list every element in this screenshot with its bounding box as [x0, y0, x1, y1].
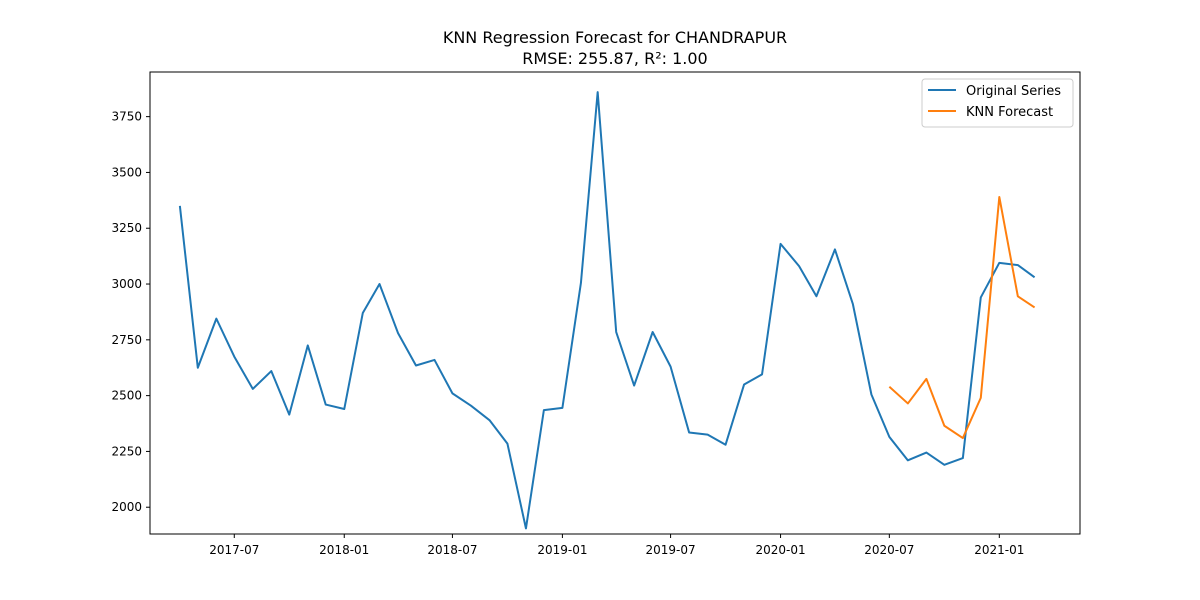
plot-area — [149, 71, 1081, 535]
y-tick-label: 2250 — [111, 444, 142, 458]
y-tick-label: 2000 — [111, 500, 142, 514]
y-tick-label: 2500 — [111, 389, 142, 403]
legend: Original Series KNN Forecast — [921, 78, 1074, 128]
series-original-series — [178, 91, 1036, 530]
legend-label-knn-forecast: KNN Forecast — [966, 105, 1053, 120]
x-tick-label: 2019-07 — [646, 543, 696, 557]
series-layer — [178, 91, 1036, 530]
x-tick-label: 2020-07 — [864, 543, 914, 557]
x-tick-label: 2018-01 — [319, 543, 369, 557]
chart-title: KNN Regression Forecast for CHANDRAPUR — [443, 28, 787, 47]
y-tick-label: 3750 — [111, 110, 142, 124]
y-tick-label: 3000 — [111, 277, 142, 291]
x-tick-label: 2019-01 — [537, 543, 587, 557]
series-line-knn-forecast — [888, 195, 1036, 440]
series-knn-forecast — [888, 195, 1036, 440]
x-tick-label: 2021-01 — [974, 543, 1024, 557]
x-tick-label: 2017-07 — [209, 543, 259, 557]
x-axis: 2017-07 2018-01 2018-07 2019-01 2019-07 2020-… — [209, 534, 1024, 557]
legend-box — [921, 78, 1074, 128]
y-tick-label: 3500 — [111, 165, 142, 179]
chart-subtitle: RMSE: 255.87, R²: 1.00 — [522, 49, 707, 68]
legend-label-original-series: Original Series — [966, 84, 1061, 99]
x-tick-label: 2020-01 — [755, 543, 805, 557]
y-tick-label: 2750 — [111, 333, 142, 347]
y-axis: 2000 2250 2500 2750 3000 3250 3500 3750 — [111, 110, 150, 514]
series-line-original-series — [178, 91, 1036, 530]
y-tick-label: 3250 — [111, 221, 142, 235]
x-tick-label: 2018-07 — [427, 543, 477, 557]
